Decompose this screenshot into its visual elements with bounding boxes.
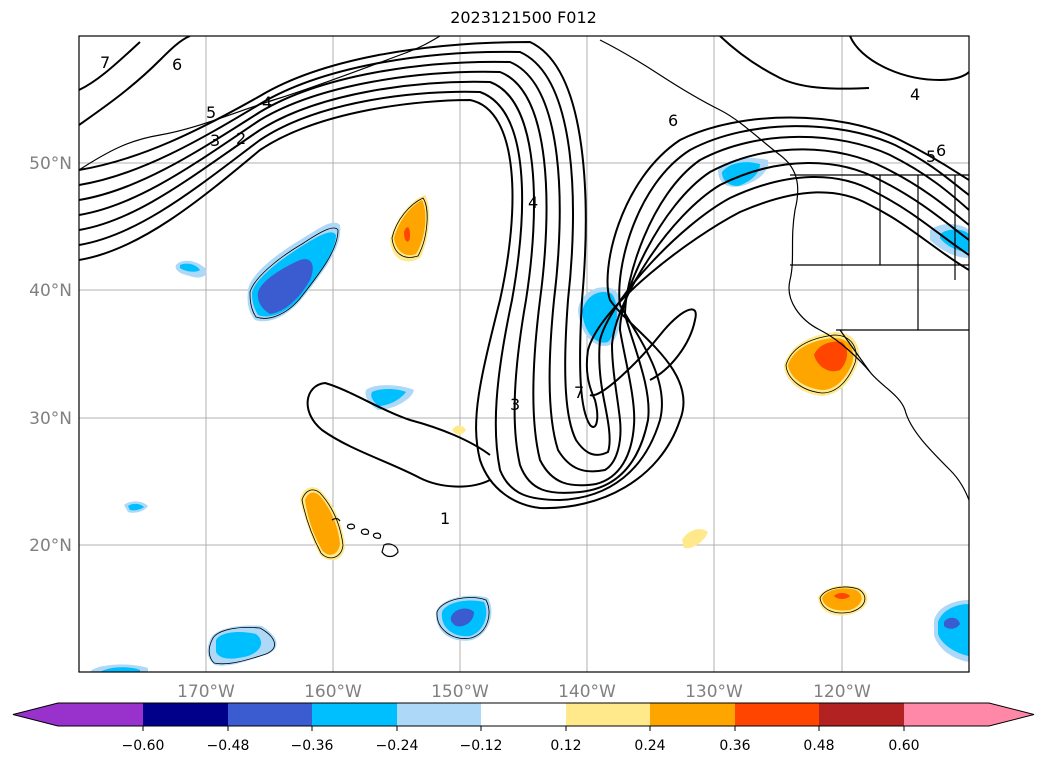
colorbar-tick-label: 0.48	[803, 738, 834, 754]
contour-label: 3	[210, 131, 220, 150]
colorbar-outline	[12, 702, 1035, 727]
map-title: 2023121500 F012	[450, 8, 597, 27]
contour-label: 7	[574, 383, 584, 402]
lon-label-150w: 150°W	[431, 682, 489, 702]
contour-label: 6	[172, 55, 182, 74]
blob-outlines	[208, 197, 866, 665]
lon-label-140w: 140°W	[558, 682, 616, 702]
contour-label: 4	[262, 93, 272, 112]
map-panel	[79, 36, 969, 672]
contour-label: 5	[206, 103, 216, 122]
contour-label: 4	[528, 193, 538, 212]
colorbar-segment	[650, 703, 735, 726]
lon-label-160w: 160°W	[304, 682, 362, 702]
colorbar: −0.60 −0.48 −0.36 −0.24 −0.12 0.12 0.24 …	[12, 702, 1035, 754]
map-frame	[78, 35, 970, 673]
longitude-labels: 170°W 160°W 150°W 140°W 130°W 120°W	[177, 682, 871, 702]
colorbar-min-extend	[13, 703, 143, 726]
contour-label: 6	[668, 111, 678, 130]
lat-label-20n: 20°N	[29, 536, 72, 556]
colorbar-tick-label: −0.36	[291, 738, 334, 754]
contour-lines	[79, 36, 969, 510]
hawaii-islands	[331, 518, 399, 558]
lat-label-30n: 30°N	[29, 409, 72, 429]
colorbar-tick-label: 0.24	[634, 738, 665, 754]
colorbar-segment	[228, 703, 312, 726]
colorbar-ticks	[142, 726, 905, 731]
lat-label-50n: 50°N	[29, 154, 72, 174]
anomaly-fills	[90, 158, 969, 672]
coastlines	[79, 36, 969, 501]
contour-label: 7	[100, 53, 110, 72]
contour-label: 3	[510, 395, 520, 414]
colorbar-max-extend	[904, 703, 1034, 726]
colorbar-segment	[566, 703, 650, 726]
colorbar-tick-label: −0.12	[460, 738, 503, 754]
lon-label-130w: 130°W	[685, 682, 743, 702]
latitude-labels: 50°N 40°N 30°N 20°N	[29, 154, 72, 556]
colorbar-segment	[819, 703, 904, 726]
colorbar-segment	[397, 703, 481, 726]
colorbar-tick-label: 0.36	[719, 738, 750, 754]
contour-label: 2	[236, 129, 246, 148]
contour-label: 1	[440, 509, 450, 528]
contour-label: 4	[910, 85, 920, 104]
colorbar-tick-label: −0.60	[122, 738, 165, 754]
contour-label: 5	[926, 147, 936, 166]
colorbar-tick-label: −0.48	[207, 738, 250, 754]
colorbar-segment	[143, 703, 228, 726]
colorbar-tick-label: 0.60	[888, 738, 919, 754]
lat-label-40n: 40°N	[29, 281, 72, 301]
colorbar-tick-label: 0.12	[550, 738, 581, 754]
contour-label-group: 7 6 5 4 3 2 4 4 6 5 6 7 3 1	[100, 53, 946, 528]
lon-label-120w: 120°W	[813, 682, 871, 702]
lon-label-170w: 170°W	[177, 682, 235, 702]
colorbar-segment	[735, 703, 819, 726]
colorbar-segment	[481, 703, 566, 726]
colorbar-tick-label: −0.24	[376, 738, 419, 754]
colorbar-segment	[312, 703, 397, 726]
contour-label: 6	[936, 141, 946, 160]
